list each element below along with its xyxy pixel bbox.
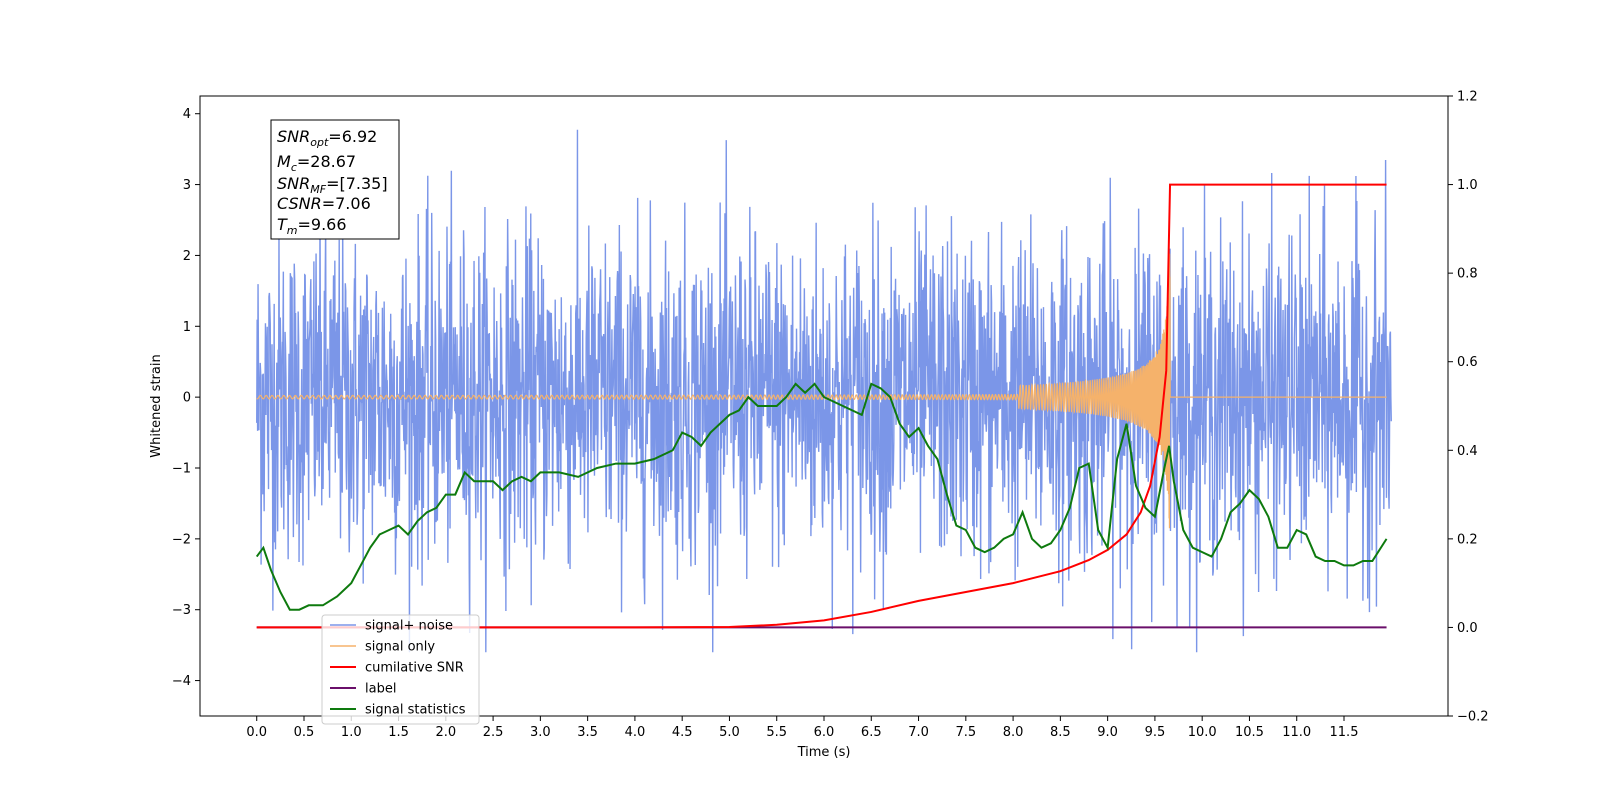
y2-axis: −0.2 0.0 0.2 0.4 0.6 0.8 1.0 1.2 bbox=[1448, 90, 1489, 725]
y2-tick-label: −0.2 bbox=[1457, 710, 1489, 725]
y2-tick-label: 0.6 bbox=[1457, 355, 1478, 370]
x-tick-label: 1.5 bbox=[388, 725, 409, 740]
series-signal-noise bbox=[256, 129, 1392, 653]
x-tick-label: 5.0 bbox=[719, 725, 740, 740]
legend-entry-label: cumilative SNR bbox=[365, 661, 464, 676]
legend-frame bbox=[321, 614, 480, 725]
x-tick-label: 4.5 bbox=[672, 725, 693, 740]
annotation-line: SNRopt=6.92 bbox=[277, 127, 377, 149]
annotation-line: SNRMF=[7.35] bbox=[277, 174, 388, 196]
legend-entry-label: label bbox=[365, 682, 396, 697]
x-tick-label: 7.0 bbox=[908, 725, 929, 740]
legend-entry-label: signal only bbox=[365, 640, 435, 655]
y-axis: −4 −3 −2 −1 0 1 2 3 4 bbox=[172, 107, 200, 689]
x-tick-label: 0.5 bbox=[294, 725, 315, 740]
x-tick-label: 9.0 bbox=[1097, 725, 1118, 740]
x-axis-label: Time (s) bbox=[797, 745, 851, 760]
y2-tick-label: 1.0 bbox=[1457, 178, 1478, 193]
parameter-annotation-box: SNRopt=6.92 Mc=28.67SNRMF=[7.35]CSNR=7.06… bbox=[270, 119, 400, 240]
series-cumulative-snr bbox=[256, 183, 1387, 629]
x-tick-label: 5.5 bbox=[766, 725, 787, 740]
y2-tick-label: 0.8 bbox=[1457, 267, 1478, 282]
y2-tick-label: 1.2 bbox=[1457, 90, 1478, 105]
y2-tick-label: 0.4 bbox=[1457, 444, 1478, 459]
y-tick-label: −3 bbox=[172, 603, 191, 618]
series-signal-statistics bbox=[255, 382, 1388, 611]
x-tick-label: 7.5 bbox=[955, 725, 976, 740]
legend: signal+ noise signal only cumilative SNR la… bbox=[321, 614, 480, 725]
annotation-line: Tm=9.66 bbox=[277, 215, 347, 237]
legend-entry-label: signal statistics bbox=[365, 703, 466, 718]
y-tick-label: 2 bbox=[183, 249, 191, 264]
annotation-line: Mc=28.67 bbox=[277, 152, 356, 174]
x-tick-label: 9.5 bbox=[1145, 725, 1166, 740]
x-tick-label: 11.5 bbox=[1330, 725, 1359, 740]
annotation-line: CSNR=7.06 bbox=[277, 194, 371, 213]
x-axis: 0.0 0.5 1.0 1.5 2.0 2.5 3.0 3.5 4.0 4.5 5.0 5.5 6.0 6… bbox=[246, 716, 1358, 740]
y-tick-label: 3 bbox=[183, 178, 191, 193]
x-tick-label: 1.0 bbox=[341, 725, 362, 740]
x-tick-label: 10.5 bbox=[1235, 725, 1264, 740]
x-tick-label: 4.0 bbox=[625, 725, 646, 740]
y2-tick-label: 0.0 bbox=[1457, 621, 1478, 636]
legend-entry-label: signal+ noise bbox=[365, 619, 453, 634]
x-tick-label: 10.0 bbox=[1188, 725, 1217, 740]
x-tick-label: 3.5 bbox=[577, 725, 598, 740]
x-tick-label: 8.0 bbox=[1003, 725, 1024, 740]
x-tick-label: 2.0 bbox=[435, 725, 456, 740]
x-tick-label: 3.0 bbox=[530, 725, 551, 740]
x-tick-label: 0.0 bbox=[246, 725, 267, 740]
y-tick-label: −1 bbox=[172, 462, 191, 477]
y-tick-label: 0 bbox=[183, 391, 191, 406]
x-tick-label: 6.5 bbox=[861, 725, 882, 740]
y2-tick-label: 0.2 bbox=[1457, 532, 1478, 547]
x-tick-label: 11.0 bbox=[1282, 725, 1311, 740]
y-tick-label: −4 bbox=[172, 674, 191, 689]
x-tick-label: 8.5 bbox=[1050, 725, 1071, 740]
y-axis-label: Whitened strain bbox=[149, 354, 164, 457]
y-tick-label: 1 bbox=[183, 320, 191, 335]
y-tick-label: 4 bbox=[183, 107, 191, 122]
y-tick-label: −2 bbox=[172, 532, 191, 547]
x-tick-label: 2.5 bbox=[483, 725, 504, 740]
annotation-frame bbox=[270, 119, 400, 240]
x-tick-label: 6.0 bbox=[814, 725, 835, 740]
series-signal-only bbox=[256, 253, 1387, 529]
